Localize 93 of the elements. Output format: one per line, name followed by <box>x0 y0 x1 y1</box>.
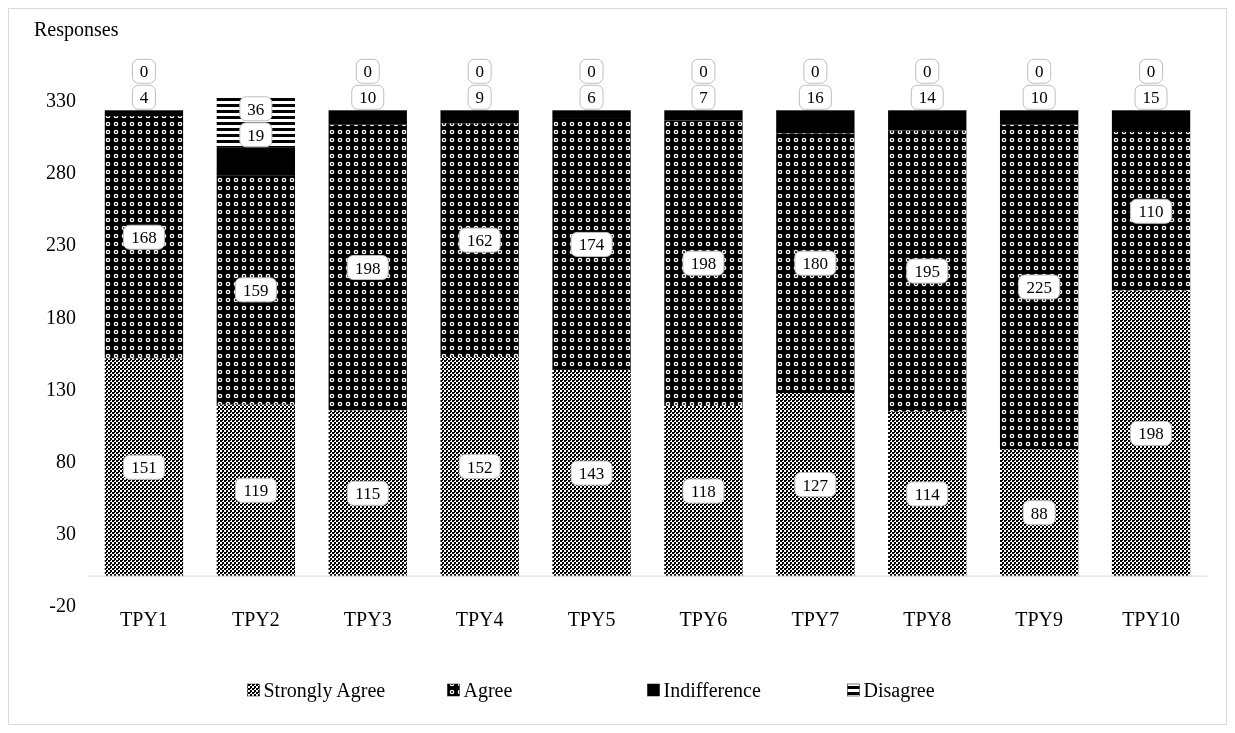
legend-label: Agree <box>463 679 513 702</box>
data-label: 0 <box>923 62 932 82</box>
bar <box>776 110 855 134</box>
data-label: 110 <box>1138 202 1164 222</box>
bar <box>328 410 407 577</box>
bar <box>888 110 967 131</box>
x-tick-label: TPY9 <box>1015 608 1064 631</box>
bar <box>216 147 296 176</box>
data-label: 162 <box>466 231 493 251</box>
data-label: 19 <box>247 125 265 145</box>
bar <box>552 110 631 119</box>
data-label: 4 <box>139 88 149 108</box>
data-label: 0 <box>587 62 596 82</box>
x-tick-label: TPY8 <box>903 608 952 631</box>
data-label: 143 <box>578 464 605 484</box>
data-label: 88 <box>1030 503 1048 523</box>
data-label: 152 <box>466 457 493 477</box>
data-label: 180 <box>802 254 829 274</box>
bar <box>216 404 296 577</box>
bar <box>440 356 519 577</box>
data-label: 0 <box>811 62 820 82</box>
data-label: 225 <box>1026 277 1052 297</box>
data-label: 174 <box>578 235 605 255</box>
data-label: 0 <box>363 62 372 82</box>
data-label: 10 <box>359 88 377 108</box>
data-label: 198 <box>1138 424 1164 444</box>
data-label: 10 <box>1030 88 1048 108</box>
y-axis-title: Responses <box>34 18 119 41</box>
x-tick-label: TPY5 <box>567 608 616 631</box>
data-label: 195 <box>914 262 940 282</box>
x-tick-label: TPY10 <box>1122 608 1180 631</box>
data-label: 6 <box>587 88 596 108</box>
bar <box>776 392 855 577</box>
data-label: 9 <box>475 88 484 108</box>
data-label: 119 <box>243 481 269 501</box>
x-tick-label: TPY1 <box>120 608 168 631</box>
bar <box>999 124 1079 450</box>
bar <box>664 120 743 406</box>
y-tick-label: -20 <box>49 594 76 616</box>
data-label: 151 <box>131 458 157 478</box>
data-label: 16 <box>806 88 824 108</box>
bar <box>216 175 296 405</box>
x-tick-label: TPY4 <box>455 608 504 631</box>
bar <box>1111 290 1191 577</box>
bar <box>440 123 519 357</box>
data-label: 0 <box>1146 62 1156 82</box>
bar <box>104 110 184 117</box>
data-label: 0 <box>699 62 708 82</box>
y-tick-label: 80 <box>56 449 76 472</box>
x-tick-label: TPY7 <box>791 608 840 631</box>
data-label: 168 <box>131 228 157 248</box>
data-label: 198 <box>690 254 717 274</box>
data-label: 14 <box>918 88 937 108</box>
y-tick-label: 130 <box>46 377 76 400</box>
legend-label: Disagree <box>863 679 935 702</box>
x-tick-label: TPY3 <box>343 608 392 631</box>
data-label: 127 <box>802 475 829 495</box>
bar <box>999 449 1079 577</box>
bar <box>440 110 519 124</box>
data-label: 115 <box>355 484 381 504</box>
y-tick-label: 330 <box>46 89 76 112</box>
data-label: 0 <box>475 62 484 82</box>
bar <box>104 116 184 359</box>
bar <box>1111 110 1191 132</box>
y-tick-label: 230 <box>46 233 76 256</box>
bar <box>999 110 1079 125</box>
bar <box>888 411 967 577</box>
x-tick-label: TPY2 <box>231 608 280 631</box>
bar <box>328 110 407 125</box>
data-label: 114 <box>914 484 941 504</box>
bar <box>1111 131 1191 291</box>
bar <box>328 124 407 411</box>
data-label: 159 <box>243 280 269 300</box>
bar <box>776 133 855 393</box>
bar <box>664 405 743 577</box>
data-label: 15 <box>1142 88 1160 108</box>
bar <box>552 118 631 370</box>
bar <box>104 358 184 577</box>
legend-label: Indifference <box>663 679 761 701</box>
y-tick-label: 30 <box>56 521 76 544</box>
data-label: 7 <box>699 88 709 108</box>
x-tick-label: TPY6 <box>679 608 728 631</box>
bar <box>664 110 743 121</box>
data-label: 0 <box>1034 62 1044 82</box>
legend-label: Strongly Agree <box>263 679 386 702</box>
data-label: 118 <box>691 482 716 502</box>
data-label: 198 <box>355 258 381 278</box>
data-label: 36 <box>247 99 265 119</box>
y-tick-label: 280 <box>46 161 76 184</box>
data-label: 0 <box>139 62 149 82</box>
bar <box>552 369 631 577</box>
y-tick-label: 180 <box>46 305 76 328</box>
bar <box>888 130 967 412</box>
